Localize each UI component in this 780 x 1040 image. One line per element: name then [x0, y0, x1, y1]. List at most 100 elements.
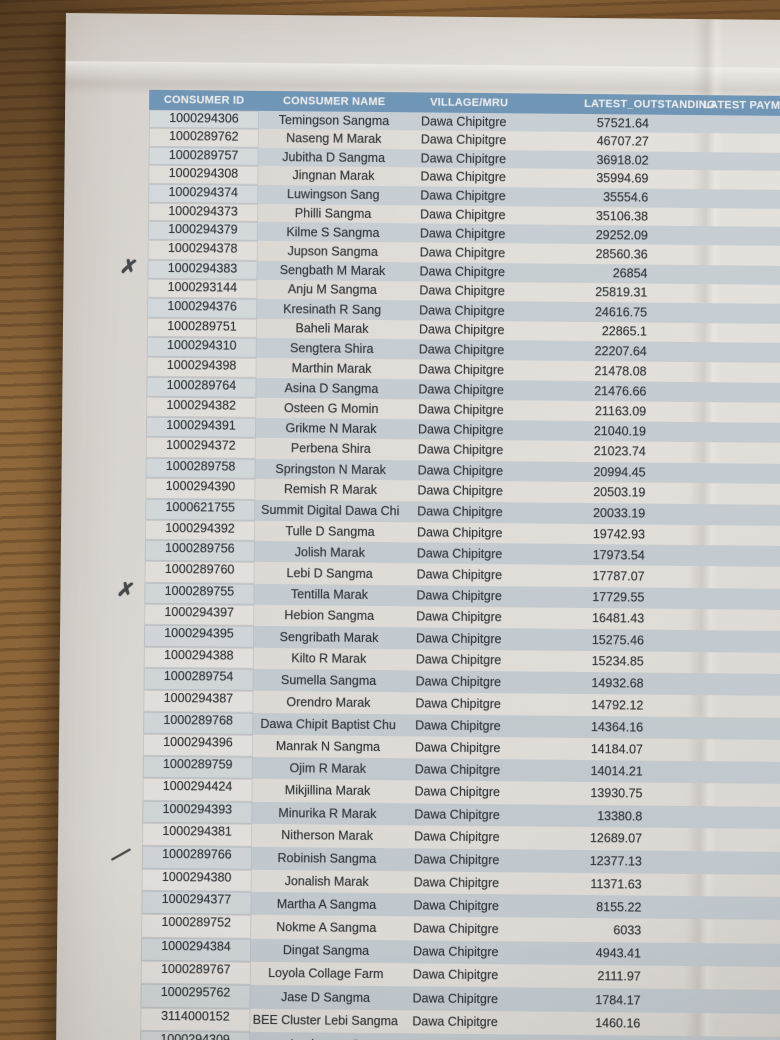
cell-consumer-id: 1000289758 [145, 457, 256, 479]
cell-consumer-id: 1000294396 [142, 733, 254, 757]
cell-village-mru: Dawa Chipitgre [418, 322, 505, 338]
cell-consumer-id: 1000294377 [141, 891, 252, 916]
cell-latest-outstanding: 21163.09 [594, 404, 647, 419]
cell-village-mru: Dawa Chipitgre [414, 829, 500, 845]
cell-latest-outstanding: 26854 [612, 266, 648, 281]
cell-village-mru: Dawa Chipitgre [417, 504, 503, 520]
cell-latest-outstanding: 8155.22 [596, 900, 642, 915]
cell-village-mru: Dawa Chipitgre [417, 483, 503, 499]
cell-consumer-name: Nokme A Sangma [276, 919, 377, 935]
cell-consumer-id: 1000289756 [144, 540, 255, 563]
cell-latest-outstanding: 14932.68 [591, 676, 644, 691]
cell-latest-outstanding: 14184.07 [590, 742, 644, 757]
cell-village-mru: Dawa Chipitgre [418, 342, 505, 358]
cell-village-mru: Dawa Chipitgre [419, 283, 505, 299]
handwritten-pen-stroke [110, 848, 131, 861]
cell-consumer-id: 1000294384 [140, 937, 252, 962]
cell-village-mru: Dawa Chipitgre [417, 442, 504, 458]
handwritten-x-mark: ✗ [115, 577, 137, 603]
cell-consumer-name: BEE Cluster Lebi Sangma [252, 1013, 399, 1029]
cell-consumer-id: 3114000152 [140, 1007, 251, 1033]
cell-consumer-id: 1000294309 [140, 1031, 251, 1040]
cell-consumer-id: 1000289762 [148, 128, 259, 148]
cell-consumer-name: Osteen G Momin [283, 401, 379, 416]
cell-village-mru: Dawa Chipitgre [420, 207, 506, 223]
cell-village-mru: Dawa Chipitgre [417, 422, 504, 438]
cell-village-mru: Dawa Chipitgre [412, 944, 499, 960]
cell-latest-outstanding: 21478.08 [594, 364, 647, 379]
cell-consumer-name: Jase D Sangma [281, 989, 371, 1005]
cell-consumer-id: 1000294374 [148, 183, 259, 204]
cell-consumer-id: 1000294390 [145, 477, 256, 500]
cell-latest-outstanding: 14364.16 [590, 719, 644, 735]
cell-village-mru: Dawa Chipitgre [420, 151, 507, 167]
cell-latest-outstanding: 46707.27 [596, 134, 649, 150]
cell-village-mru: Dawa Chipitgre [412, 1014, 498, 1030]
cell-village-mru: Dawa Chipitgre [420, 132, 507, 148]
cell-consumer-id: 1000294381 [142, 822, 253, 847]
cell-consumer-name: Minurika R Marak [278, 805, 377, 821]
table-body: 1000294306 Temingson Sangma Dawa Chipitg… [110, 109, 780, 1040]
cell-consumer-name: Hebion Sangma [284, 608, 375, 624]
cell-consumer-name: Nitherson Marak [281, 828, 374, 844]
cell-consumer-name: Grikme N Marak [285, 421, 377, 437]
cell-latest-outstanding: 17973.54 [592, 547, 645, 563]
cell-latest-outstanding: 21476.66 [594, 383, 647, 399]
cell-consumer-name: Remish R Marak [283, 482, 378, 498]
cell-consumer-name: Anju M Sangma [287, 282, 377, 298]
cell-village-mru: Dawa Chipitgre [415, 674, 502, 690]
cell-village-mru: Dawa Chipitgre [414, 740, 501, 756]
cell-consumer-id: 1000289755 [144, 582, 255, 605]
cell-latest-outstanding: 28560.36 [595, 247, 648, 262]
cell-village-mru: Dawa Chipitgre [415, 652, 502, 668]
cell-consumer-name: Ojim R Marak [289, 761, 367, 777]
cell-latest-outstanding: 25819.31 [595, 285, 648, 301]
cell-village-mru: Dawa Chipitgre [417, 463, 504, 479]
cell-latest-outstanding: 13930.75 [590, 786, 643, 802]
cell-consumer-id: 1000289752 [141, 914, 252, 939]
cell-village-mru: Dawa Chipitgre [418, 362, 505, 378]
cell-latest-outstanding: 17729.55 [592, 590, 645, 605]
cell-village-mru: Dawa Chipitgre [416, 525, 503, 541]
cell-village-mru: Dawa Chipitgre [419, 226, 506, 242]
cell-latest-outstanding: 21023.74 [593, 444, 646, 460]
cell-village-mru: Dawa Chipitgre [418, 402, 504, 418]
cell-consumer-name: Jubitha D Sangma [282, 149, 386, 165]
cell-consumer-id: 1000289767 [140, 960, 251, 985]
cell-latest-outstanding: 22207.64 [594, 344, 647, 359]
cell-consumer-name: Robinish Sangma [277, 851, 377, 867]
cell-consumer-id: 1000294424 [142, 778, 253, 802]
cell-consumer-name: Sengbath M Marak [279, 263, 386, 279]
cell-village-mru: Dawa Chipitgre [415, 718, 501, 734]
cell-consumer-id: 1000294395 [143, 624, 255, 648]
cell-consumer-id: 1000289759 [142, 755, 253, 780]
cell-latest-outstanding: 29252.09 [595, 227, 648, 243]
cell-consumer-id: 1000289760 [144, 561, 255, 584]
cell-consumer-name: Dingat Sangma [282, 943, 370, 959]
cell-village-mru: Dawa Chipitgre [414, 784, 501, 800]
cell-consumer-name: Loyola Collage Farm [268, 966, 384, 982]
cell-village-mru: Dawa Chipitgre [420, 169, 506, 185]
cell-consumer-name: Lebi D Sangma [286, 566, 373, 581]
cell-latest-outstanding: 4943.41 [595, 946, 642, 961]
cell-consumer-name: Perbena Shira [290, 441, 371, 457]
cell-latest-outstanding: 2111.97 [597, 969, 641, 984]
cell-consumer-id: 1000294379 [147, 221, 259, 242]
cell-village-mru: Dawa Chipitgre [420, 114, 507, 130]
cell-consumer-id: 1000294376 [147, 297, 258, 319]
cell-village-mru: Dawa Chipitgre [413, 898, 499, 914]
cell-village-mru: Dawa Chipitgre [413, 875, 500, 891]
cell-village-mru: Dawa Chipitgre [413, 852, 500, 868]
cell-consumer-id: 1000295762 [140, 983, 251, 1009]
cell-consumer-name: Asina D Sangma [284, 380, 379, 396]
cell-consumer-name: Sengtera Shira [290, 341, 374, 357]
cell-village-mru: Dawa Chipitgre [419, 303, 505, 319]
cell-village-mru: Dawa Chipitgre [412, 967, 499, 983]
cell-latest-outstanding: 35994.69 [596, 171, 649, 187]
cell-consumer-id: 1000294387 [143, 689, 254, 713]
cell-consumer-id: 1000289768 [143, 711, 254, 735]
cell-consumer-name: Mikjillina Marak [284, 783, 371, 799]
cell-latest-outstanding: 20503.19 [593, 485, 646, 501]
cell-consumer-name: Marthin Marak [291, 361, 372, 376]
cell-village-mru: Dawa Chipitgre [415, 696, 501, 712]
